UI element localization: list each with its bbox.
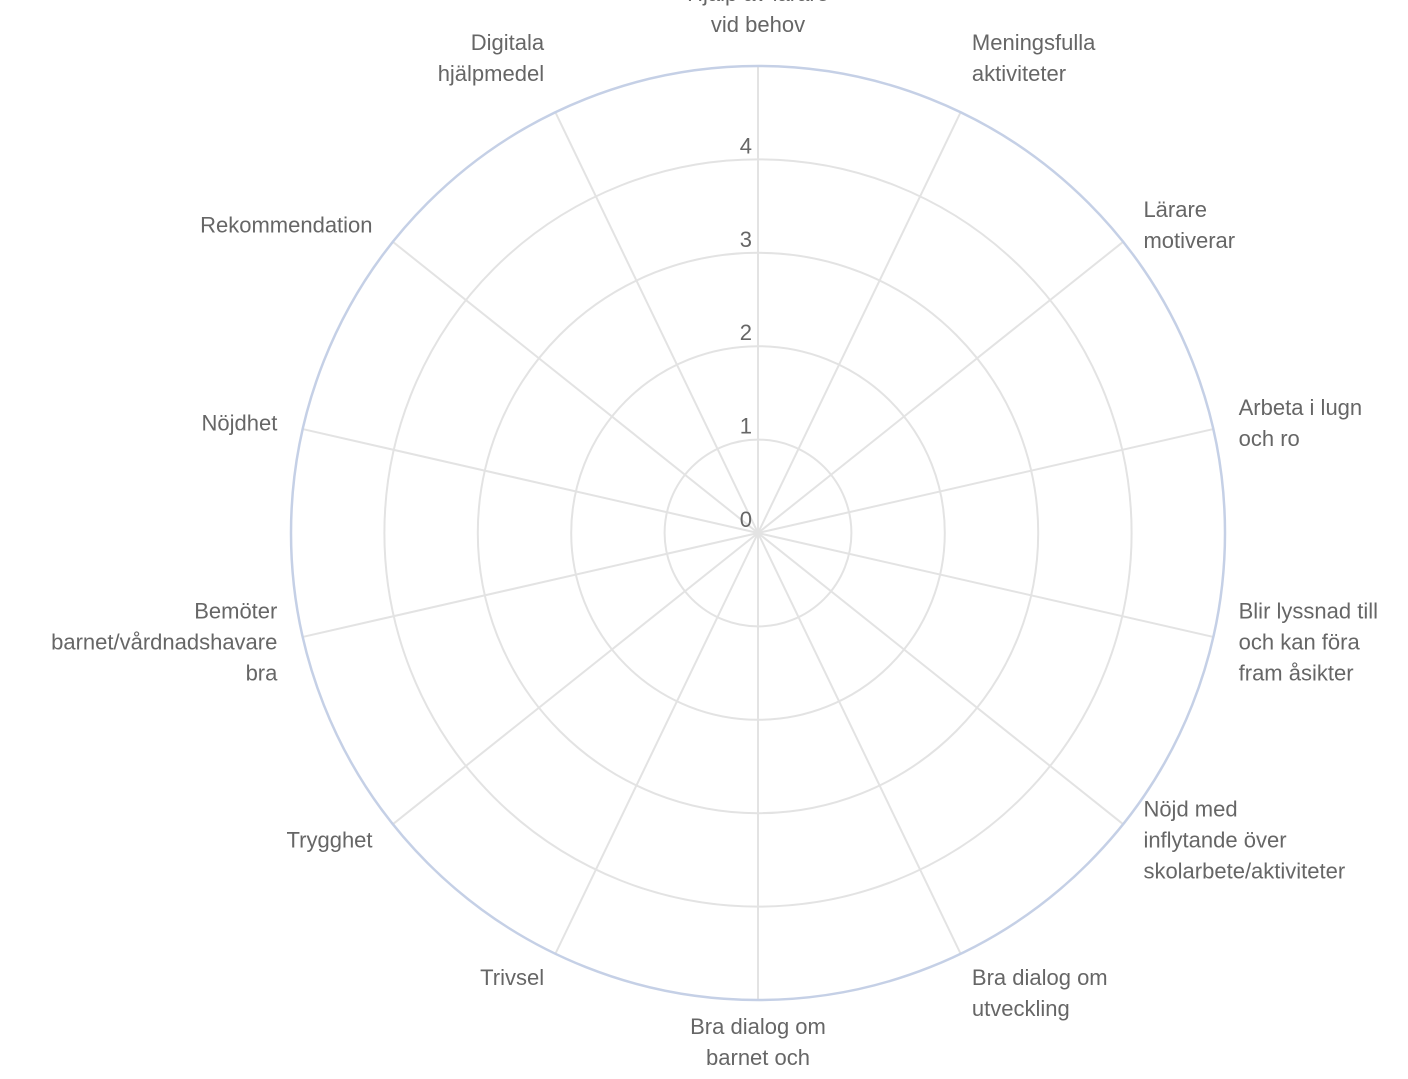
axis-label: Trygghet [287, 827, 373, 852]
axis-labels: Hjälp av lärare vid behov Meningsfulla akti… [51, 0, 1378, 1079]
spoke-8 [554, 532, 759, 955]
axis-label: Bra dialog om utveckling [972, 965, 1108, 1021]
axis-label: Bemöter barnet/vårdnadshavare bra [51, 599, 278, 686]
axis-label-line: motiverar [1143, 228, 1235, 253]
r-tick-label: 0 [740, 507, 752, 532]
axis-label: Nöjdhet [202, 410, 278, 435]
axis-label-line: aktiviteter [972, 61, 1066, 86]
axis-label-line: hjälpmedel [438, 61, 544, 86]
axis-label: Lärare motiverar [1143, 197, 1235, 253]
axis-label-line: Bra dialog om [972, 965, 1108, 990]
spoke-9 [392, 532, 759, 825]
r-tick-label: 2 [740, 320, 752, 345]
axis-label-line: barnet och [706, 1045, 810, 1070]
r-tick-label: 4 [740, 133, 752, 158]
axis-label: Digitala hjälpmedel [438, 30, 545, 86]
grid [289, 64, 1227, 1002]
r-tick-label: 3 [740, 227, 752, 252]
axis-label: Arbeta i lugn och ro [1239, 395, 1363, 451]
radial-tick-labels: 0 1 2 3 4 [740, 133, 752, 532]
axis-label-line: barnet/vårdnadshavare [51, 630, 277, 655]
axis-label-line: Bemöter [194, 599, 277, 624]
spoke-10 [302, 532, 759, 638]
outer-ring [289, 64, 1227, 1002]
axis-label-line: skolarbete/aktiviteter [1143, 858, 1345, 883]
axis-label: Meningsfulla aktiviteter [972, 30, 1096, 86]
axis-label-line: fritids [732, 1076, 785, 1079]
axis-label-line: inflytande över [1143, 827, 1286, 852]
axis-label-line: och ro [1239, 426, 1300, 451]
axis-label: Trivsel [480, 965, 544, 990]
axis-label-line: Meningsfulla [972, 30, 1096, 55]
spoke-1 [757, 111, 962, 534]
axis-label-line: bra [246, 661, 279, 686]
axis-label-line: vid behov [711, 12, 805, 37]
axis-label: Nöjd med inflytande över skolarbete/aktivi… [1143, 796, 1345, 883]
axis-label-line: Nöjdhet [202, 410, 278, 435]
spoke-4 [757, 532, 1214, 638]
axis-label-line: Trygghet [287, 827, 373, 852]
spoke-12 [392, 241, 759, 534]
axis-label: Hjälp av lärare vid behov [687, 0, 829, 37]
axis-label-line: Hjälp av lärare [687, 0, 829, 6]
r-tick-label: 1 [740, 414, 752, 439]
spoke-2 [757, 241, 1124, 534]
spoke-6 [757, 532, 962, 955]
axis-label-line: utveckling [972, 996, 1070, 1021]
axis-label-line: Arbeta i lugn [1239, 395, 1363, 420]
axis-label: Rekommendation [200, 213, 372, 238]
spoke-11 [302, 428, 759, 534]
axis-label-line: Lärare [1143, 197, 1207, 222]
axis-label-line: Digitala [471, 30, 545, 55]
spoke-5 [757, 532, 1124, 825]
axis-label-line: Bra dialog om [690, 1014, 826, 1039]
axis-label: Blir lyssnad till och kan föra fram åsikte… [1239, 599, 1378, 686]
axis-label: Bra dialog om barnet och fritids [690, 1014, 826, 1079]
axis-label-line: Rekommendation [200, 213, 372, 238]
spoke-3 [757, 428, 1214, 534]
axis-label-line: Blir lyssnad till [1239, 599, 1378, 624]
axis-label-line: Nöjd med [1143, 796, 1237, 821]
spoke-13 [554, 111, 759, 534]
axis-label-line: fram åsikter [1239, 661, 1354, 686]
axis-label-line: och kan föra [1239, 630, 1361, 655]
axis-label-line: Trivsel [480, 965, 544, 990]
